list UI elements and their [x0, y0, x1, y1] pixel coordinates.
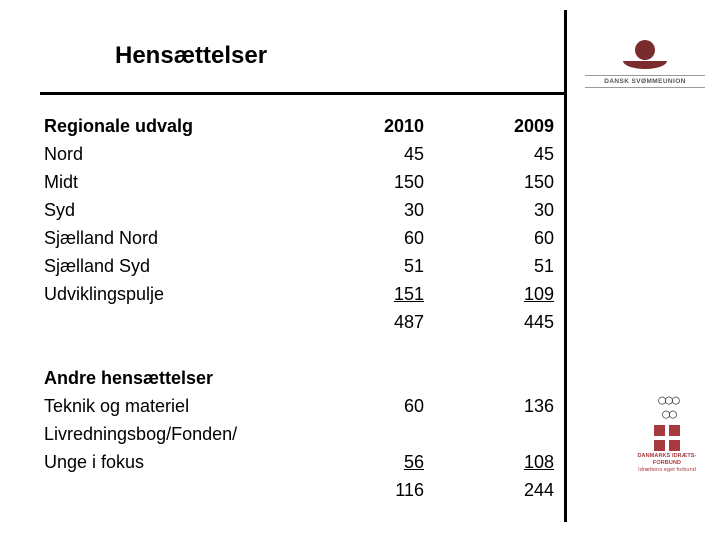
table-row: Livredningsbog/Fonden/ [44, 420, 554, 448]
table-row: Midt 150 150 [44, 168, 554, 196]
row-value-2009: 51 [474, 252, 554, 280]
row-value-2009: 45 [474, 140, 554, 168]
spacer [44, 336, 554, 364]
dif-logo: ○○○ ○○ DANMARKS IDRÆTS-FORBUND Idrættens… [637, 393, 697, 474]
subtotal-2009: 445 [474, 308, 554, 336]
divider-vertical-top [564, 10, 567, 92]
subtotal-2010: 116 [344, 476, 424, 504]
header-col-2009: 2009 [474, 112, 554, 140]
table-row: Nord 45 45 [44, 140, 554, 168]
swim-union-logo: DANSK SVØMMEUNION [585, 40, 705, 88]
row-label: Udviklingspulje [44, 280, 344, 308]
row-label: Midt [44, 168, 344, 196]
slide: Hensættelser DANSK SVØMMEUNION Regionale… [0, 0, 720, 540]
subtotal-row: 116 244 [44, 476, 554, 504]
provisions-table: Regionale udvalg 2010 2009 Nord 45 45 Mi… [44, 112, 554, 504]
row-value-2009: 108 [474, 448, 554, 476]
table-row: Udviklingspulje 151 109 [44, 280, 554, 308]
wave-icon [623, 61, 667, 71]
row-label: Teknik og materiel [44, 392, 344, 420]
waterpolo-icon [635, 40, 655, 60]
subtotal-2009: 244 [474, 476, 554, 504]
row-label: Sjælland Nord [44, 224, 344, 252]
subtotal-2010: 487 [344, 308, 424, 336]
row-value-2010: 151 [344, 280, 424, 308]
table-row: Unge i fokus 56 108 [44, 448, 554, 476]
header-label: Regionale udvalg [44, 112, 344, 140]
table-row: Teknik og materiel 60 136 [44, 392, 554, 420]
subtotal-label [44, 476, 344, 504]
denmark-flag-icon [654, 425, 680, 451]
table-row: Syd 30 30 [44, 196, 554, 224]
row-value-2009: 136 [474, 392, 554, 420]
row-value-2009: 150 [474, 168, 554, 196]
swim-union-brand-text: DANSK SVØMMEUNION [585, 75, 705, 88]
row-label: Livredningsbog/Fonden/ [44, 420, 344, 448]
row-value-2010: 60 [344, 392, 424, 420]
row-label: Syd [44, 196, 344, 224]
divider-vertical-bottom [564, 92, 567, 522]
dif-sub: Idrættens eget forbund [637, 467, 697, 474]
row-value-2009: 109 [474, 280, 554, 308]
dif-org-name: DANMARKS IDRÆTS-FORBUND [637, 453, 697, 467]
header-col-2010: 2010 [344, 112, 424, 140]
row-label: Sjælland Syd [44, 252, 344, 280]
subtotal-label [44, 308, 344, 336]
section-heading: Andre hensættelser [44, 364, 554, 392]
subtotal-row: 487 445 [44, 308, 554, 336]
olympic-rings-icon: ○○○ ○○ [637, 393, 697, 421]
row-value-2010: 51 [344, 252, 424, 280]
row-label: Unge i fokus [44, 448, 344, 476]
table-row: Sjælland Nord 60 60 [44, 224, 554, 252]
table-header: Regionale udvalg 2010 2009 [44, 112, 554, 140]
row-value-2010: 30 [344, 196, 424, 224]
row-value-2010: 56 [344, 448, 424, 476]
row-label: Nord [44, 140, 344, 168]
table-row: Sjælland Syd 51 51 [44, 252, 554, 280]
row-value-2009: 30 [474, 196, 554, 224]
row-value-2010: 150 [344, 168, 424, 196]
row-value-2010: 60 [344, 224, 424, 252]
row-value-2010: 45 [344, 140, 424, 168]
page-title: Hensættelser [115, 42, 267, 70]
title-rule [40, 92, 564, 95]
section-title: Andre hensættelser [44, 364, 344, 392]
row-value-2009: 60 [474, 224, 554, 252]
